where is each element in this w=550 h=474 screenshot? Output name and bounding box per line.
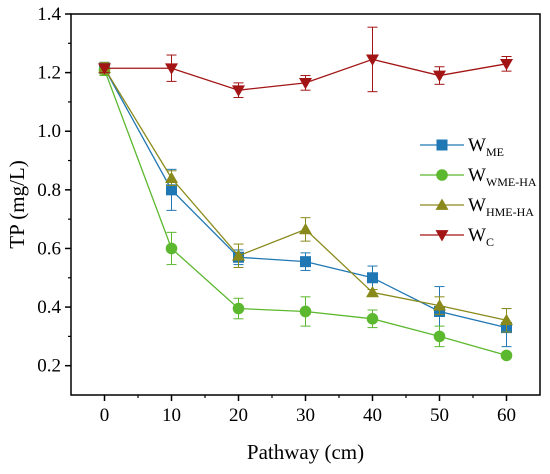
x-tick-label: 50 (430, 405, 449, 426)
marker-circle (436, 169, 448, 181)
y-tick-label: 1.2 (37, 63, 61, 84)
x-tick-label: 30 (296, 405, 315, 426)
marker-circle (232, 302, 245, 315)
marker-triangle-down (232, 85, 245, 97)
x-tick-label: 60 (497, 405, 516, 426)
legend-label: WC (468, 225, 494, 249)
y-tick-label: 1.0 (37, 121, 61, 142)
legend-label: WWME-HA (468, 165, 537, 189)
legend-item-wwmeha: WWME-HA (420, 165, 537, 189)
marker-triangle-up (299, 222, 312, 235)
x-tick-label: 10 (162, 405, 181, 426)
marker-triangle-up (433, 299, 446, 311)
marker-circle (366, 313, 379, 325)
marker-square (367, 272, 378, 284)
marker-triangle-down (98, 63, 111, 75)
marker-triangle-up (366, 285, 379, 298)
marker-square (300, 256, 311, 268)
y-axis-title: TP (mg/L) (5, 160, 29, 248)
marker-circle (500, 349, 513, 362)
series-whmeha (98, 61, 513, 333)
y-tick-label: 0.6 (37, 238, 61, 259)
marker-circle (433, 330, 446, 343)
marker-triangle-down (165, 63, 178, 75)
series-layer (98, 26, 513, 362)
x-tick-label: 0 (100, 405, 110, 426)
x-tick-label: 40 (363, 405, 382, 426)
marker-triangle-up (500, 313, 513, 326)
legend-item-whmeha: WHME-HA (420, 195, 534, 219)
marker-triangle-down (435, 230, 449, 242)
marker-triangle-down (433, 70, 446, 83)
series-wwmeha (98, 63, 513, 362)
marker-triangle-down (366, 54, 379, 66)
marker-triangle-up (165, 171, 178, 183)
y-tick-label: 0.2 (37, 356, 61, 377)
legend-label: WHME-HA (468, 195, 534, 219)
legend-label: WME (468, 135, 504, 159)
series-line (103, 67, 507, 329)
marker-circle (165, 242, 178, 255)
legend: WME WWME-HA WHME-HA WC (420, 135, 537, 249)
marker-triangle-up (232, 249, 245, 261)
marker-triangle-down (299, 77, 312, 90)
legend-item-wc: WC (420, 225, 494, 249)
series-wc (98, 26, 513, 99)
marker-square (436, 139, 448, 151)
y-tick-label: 1.4 (37, 4, 61, 25)
y-tick-label: 0.8 (37, 180, 61, 201)
marker-triangle-down (500, 58, 513, 71)
axes-frame: 0 10 20 30 40 50 60 0.2 0.4 0.6 0.8 1.0 1.2 1.4 (37, 4, 541, 426)
x-tick-label: 20 (229, 405, 248, 426)
marker-triangle-up (435, 198, 449, 210)
series-line (103, 67, 507, 321)
x-axis-title: Pathway (cm) (247, 440, 364, 464)
legend-item-wme: WME (420, 135, 504, 159)
marker-circle (299, 305, 312, 318)
marker-square (166, 184, 177, 196)
y-tick-label: 0.4 (37, 297, 61, 318)
